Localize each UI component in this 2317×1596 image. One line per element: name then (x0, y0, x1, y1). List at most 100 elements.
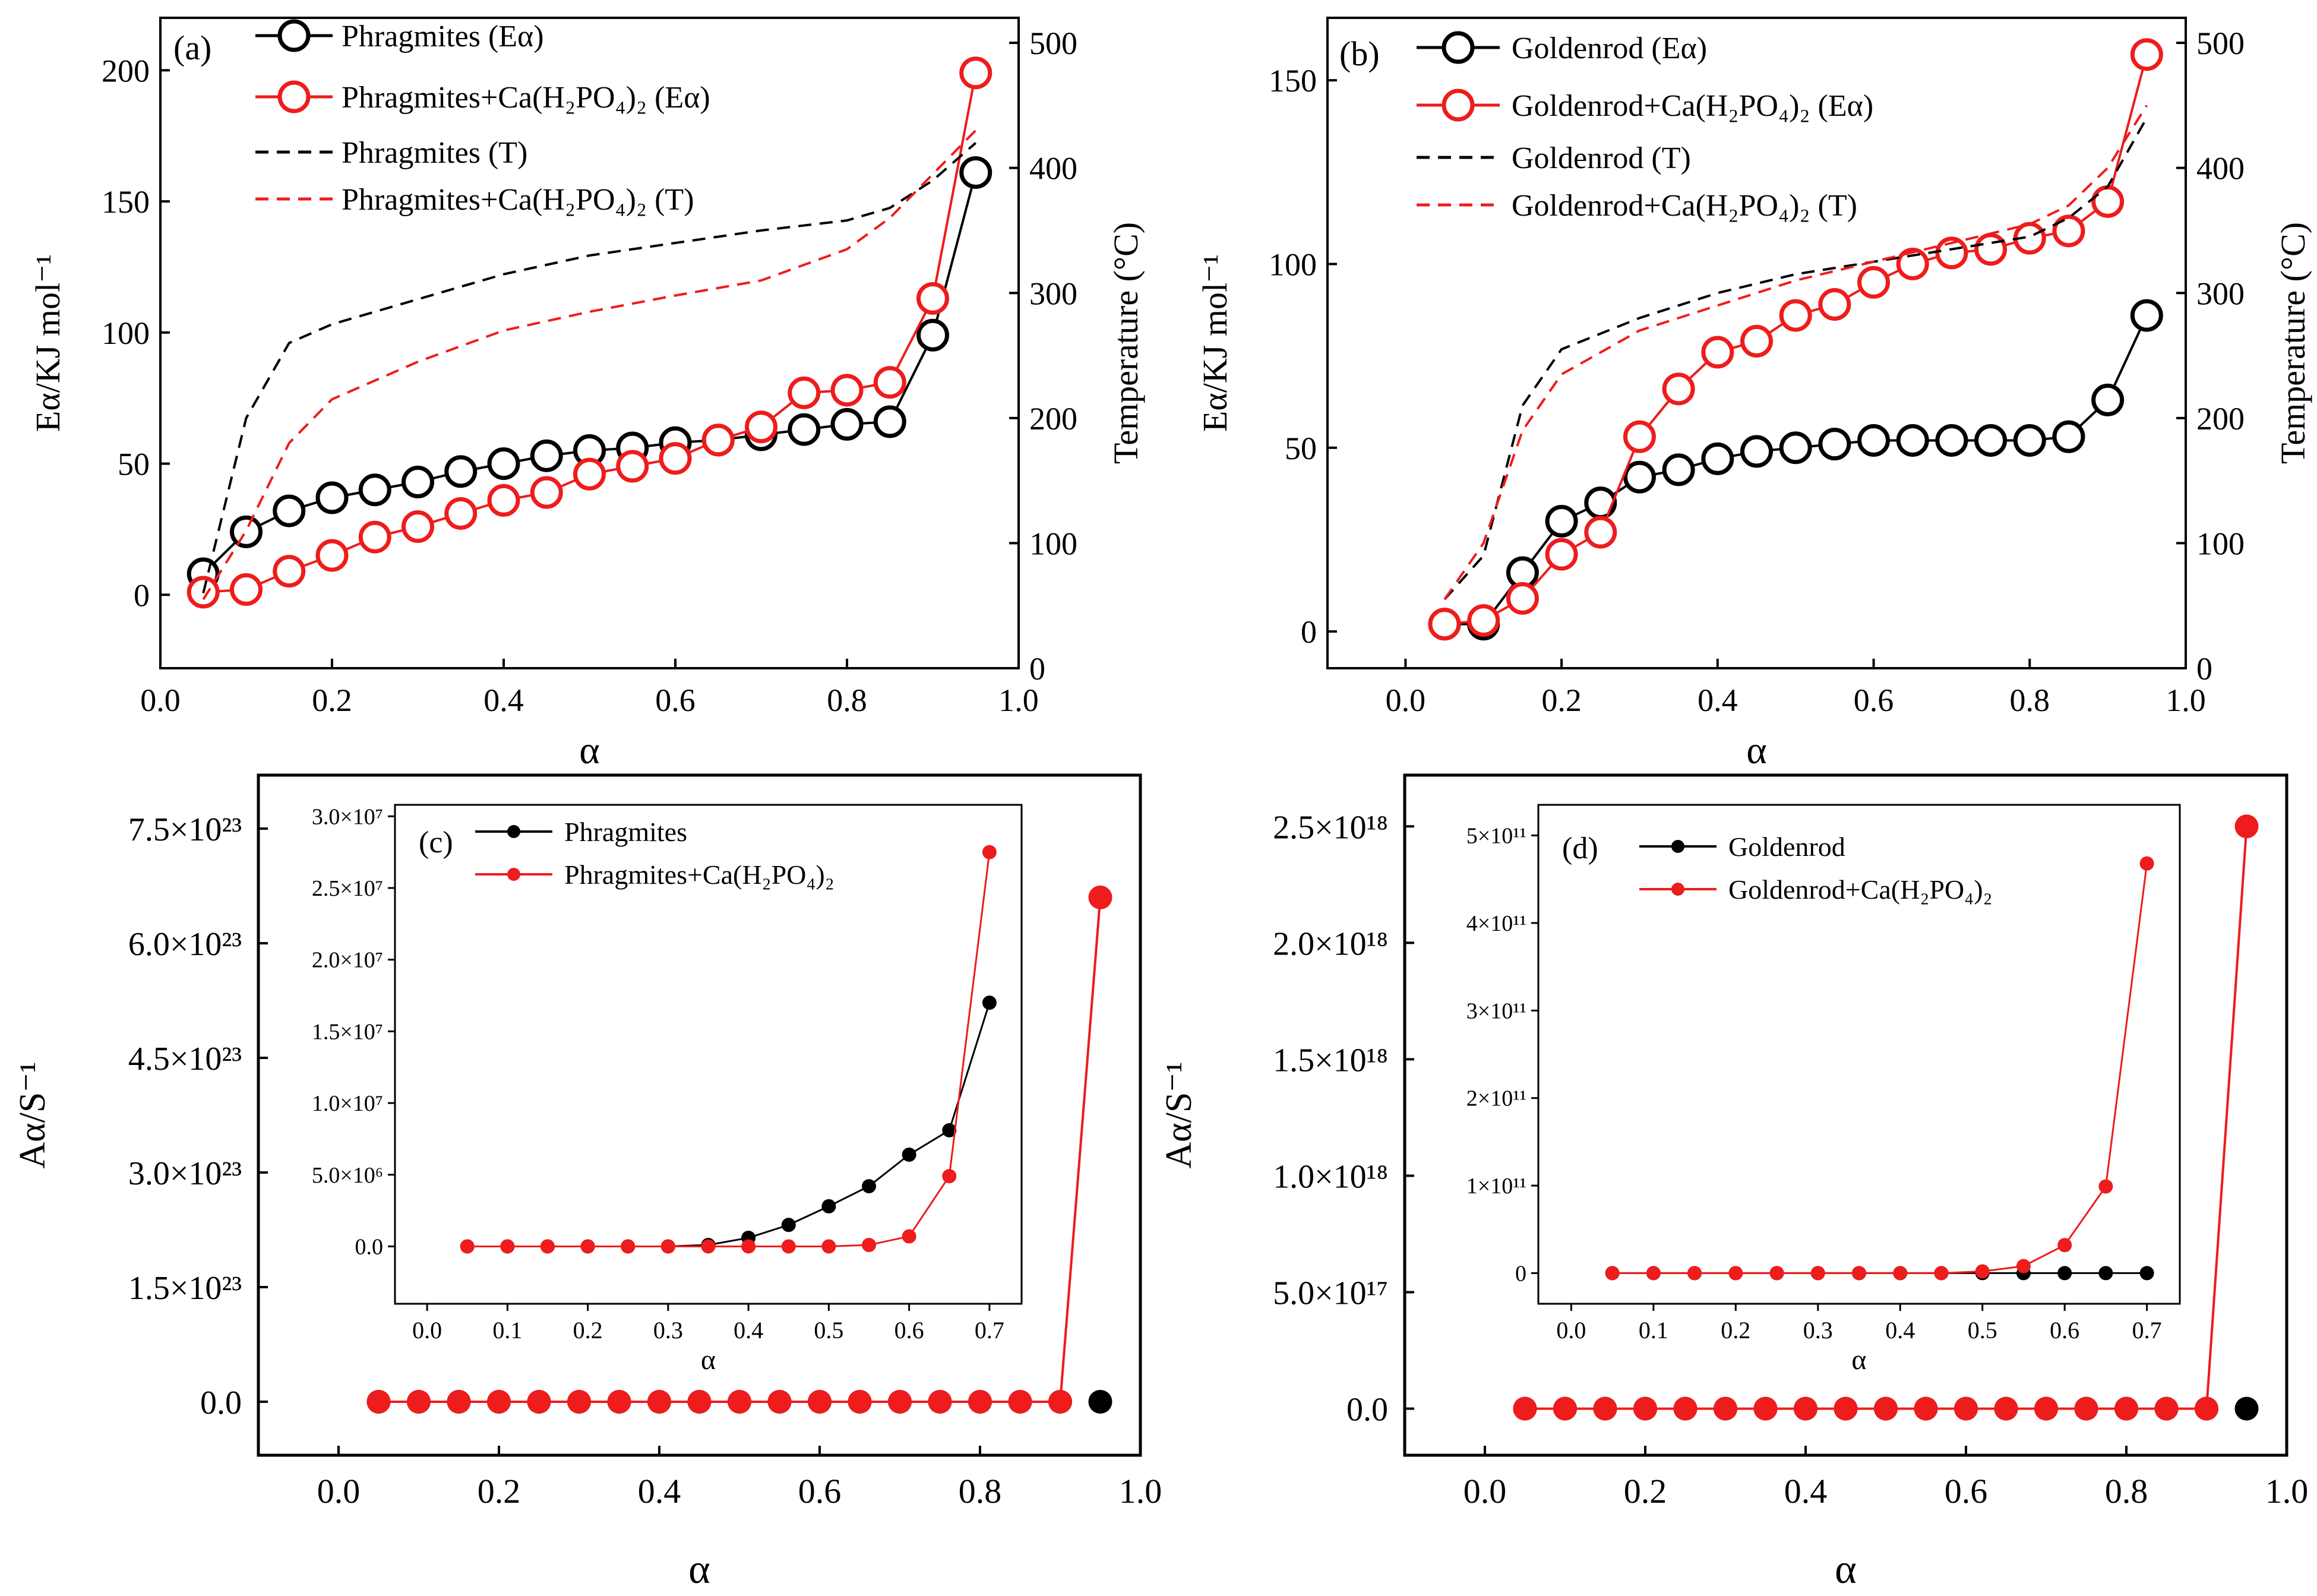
y-tick-label: 2.5×10¹⁸ (1273, 809, 1388, 846)
temperature-line (202, 129, 977, 601)
energy-line (202, 172, 977, 575)
series-point (968, 1389, 992, 1414)
y-tick-label: 150 (1269, 63, 1317, 99)
y2-axis-title: Temperature (°C) (1107, 222, 1145, 464)
panel-d-frame (1403, 773, 2288, 1457)
inset-series-point (902, 1229, 916, 1244)
y2-tick-label: 400 (1029, 151, 1077, 187)
energy-point (916, 282, 949, 315)
legend-entry-4: Phragmites+Ca(H₂PO₄)₂ (T) (342, 183, 694, 217)
y2-tick-label: 200 (1029, 401, 1077, 437)
inset-series-point (1810, 1266, 1825, 1281)
temperature-line (202, 142, 977, 594)
energy-point (1701, 336, 1734, 369)
legend-marker (1671, 883, 1684, 896)
x-tick-label: 0.2 (478, 1472, 521, 1510)
energy-point (830, 374, 864, 407)
energy-line (203, 72, 977, 593)
inset-y-tick-label: 0.0 (355, 1234, 384, 1259)
y2-tick-label: 200 (2196, 401, 2245, 437)
panel-c-inset-frame (394, 804, 1023, 1305)
inset-series-point (781, 1239, 796, 1254)
inset-series-point (1646, 1266, 1661, 1281)
y-tick-label: 200 (102, 53, 150, 89)
panel-c-legend: Phragmites Phragmites+Ca(H₂PO₄)₂ (475, 817, 835, 890)
energy-point (916, 318, 949, 352)
energy-point (745, 410, 777, 444)
x-tick-label: 0.4 (638, 1472, 681, 1510)
panel-a-legend: Phragmites (Eα) Phragmites+Ca(H₂PO₄)₂ (E… (255, 19, 710, 217)
inset-y-tick-label: 5.0×10⁶ (312, 1163, 383, 1188)
y-tick-label: 0.0 (200, 1385, 242, 1421)
energy-point (2052, 214, 2085, 248)
y-tick-label: 3.0×10²³ (128, 1155, 242, 1192)
series-point (2234, 814, 2259, 839)
x-tick-label: 1.0 (2166, 682, 2206, 718)
x-tick-label: 0.8 (2105, 1472, 2148, 1510)
inset-series-point (580, 1239, 595, 1254)
y2-tick-label: 300 (1029, 276, 1077, 311)
energy-point (1584, 486, 1617, 520)
series-point (2154, 1396, 2179, 1421)
inset-series-point (1893, 1266, 1908, 1281)
panel-c: (c) Phragmites Phragmites+Ca(H₂PO₄)₂ 0.0… (12, 773, 1162, 1592)
energy-line (1444, 315, 2148, 625)
inset-y-tick-label: 0 (1515, 1261, 1526, 1286)
y2-tick-label: 100 (1029, 526, 1077, 561)
energy-point (315, 539, 349, 572)
energy-point (2130, 299, 2163, 332)
y-tick-label: 0 (1301, 614, 1317, 650)
series-point (1008, 1389, 1032, 1414)
inset-y-tick-label: 2.5×10⁷ (312, 876, 383, 901)
inset-x-tick-label: 0.5 (1968, 1317, 1997, 1344)
inset-series-point (1687, 1266, 1702, 1281)
y2-tick-label: 300 (2196, 276, 2245, 311)
legend-entry-3: Goldenrod (T) (1512, 141, 1691, 175)
legend-entry-2: Goldenrod+Ca(H₂PO₄)₂ (Eα) (1512, 89, 1873, 123)
x-axis-title: α (1746, 729, 1767, 772)
energy-point (1935, 424, 1968, 457)
energy-point (402, 510, 434, 543)
legend-entry-2: Goldenrod+Ca(H₂PO₄)₂ (1728, 874, 1993, 905)
series-point (1553, 1396, 1577, 1421)
inset-series-point (2016, 1259, 2031, 1273)
inset-y-tick-label: 1.0×10⁷ (312, 1091, 383, 1116)
inset-series-line (1612, 863, 2148, 1274)
y-tick-label: 4.5×10²³ (128, 1041, 242, 1077)
legend-entry-2: Phragmites+Ca(H₂PO₄)₂ (564, 859, 835, 890)
inset-x-tick-label: 0.5 (814, 1317, 843, 1344)
inset-x-tick-label: 0.0 (412, 1317, 442, 1344)
inset-series-point (540, 1239, 555, 1254)
inset-series-point (1975, 1264, 1990, 1279)
y-axis-title: Eα/KJ mol⁻¹ (29, 254, 67, 432)
energy-point (487, 447, 520, 481)
energy-point (530, 439, 563, 472)
energy-point (1467, 604, 1500, 637)
energy-point (1896, 424, 1929, 457)
energy-point (2052, 420, 2085, 453)
inset-x-tick-label: 0.6 (894, 1317, 924, 1344)
inset-series-point (781, 1218, 796, 1232)
series-point (607, 1389, 631, 1414)
x-tick-label: 0.4 (1698, 682, 1738, 718)
energy-point (1857, 266, 1891, 299)
energy-point (444, 455, 478, 488)
legend-marker (277, 80, 311, 113)
energy-point (959, 156, 992, 189)
x-tick-label: 1.0 (998, 682, 1039, 718)
legend-marker (507, 825, 520, 838)
inset-series-point (2057, 1238, 2072, 1253)
energy-point (2130, 38, 2163, 71)
y2-tick-label: 100 (2196, 526, 2245, 561)
x-tick-label: 0.8 (827, 682, 867, 718)
inset-x-axis-title: α (701, 1344, 716, 1376)
series-point (1088, 1389, 1112, 1414)
x-axis-title: α (579, 729, 600, 772)
temperature-line (1443, 105, 2148, 601)
energy-point (315, 481, 349, 514)
series-point (2114, 1396, 2138, 1421)
inset-x-tick-label: 0.3 (653, 1317, 683, 1344)
series-point (1994, 1396, 2018, 1421)
legend-marker (277, 19, 311, 52)
legend-entry-1: Goldenrod (Eα) (1512, 31, 1707, 65)
